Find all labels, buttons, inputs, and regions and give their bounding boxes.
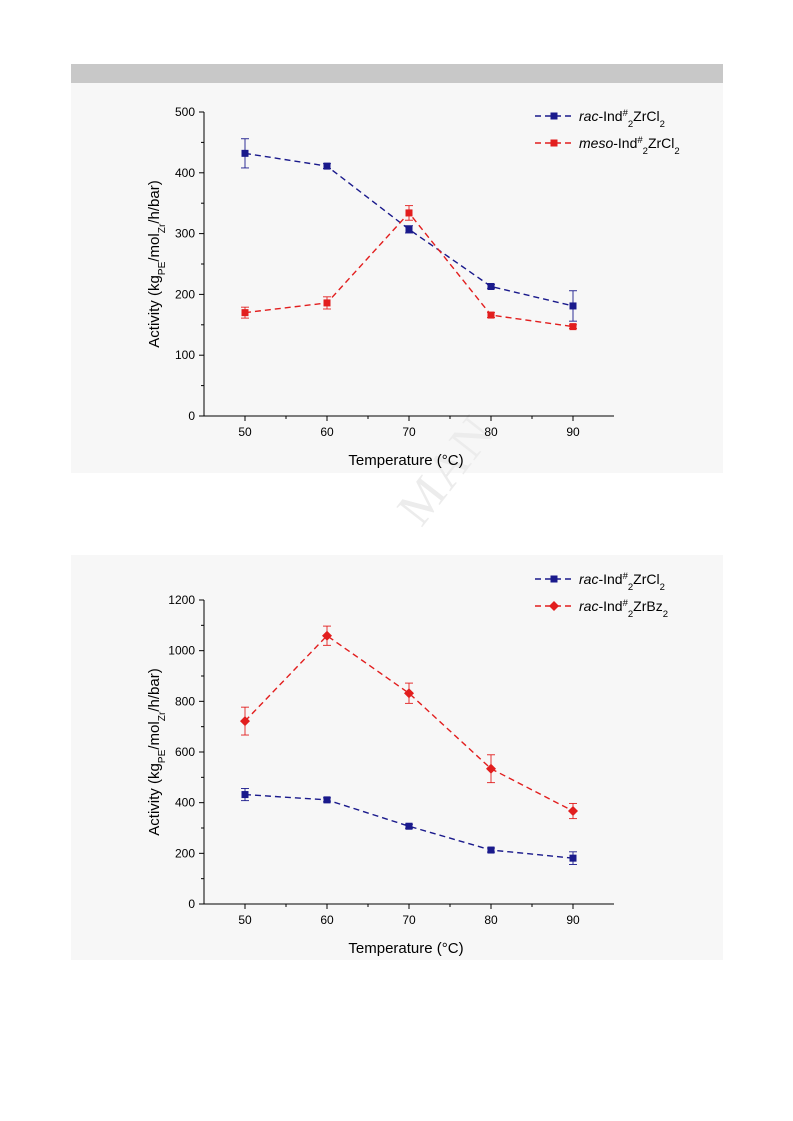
y-tick-label: 400: [175, 796, 195, 810]
y-tick-label: 1200: [168, 593, 195, 607]
legend-marker: [550, 139, 558, 147]
data-point: [487, 846, 495, 854]
data-point: [323, 796, 331, 804]
legend-entry-1: rac-Ind#2ZrCl2: [535, 571, 665, 593]
y-tick-label: 600: [175, 745, 195, 759]
data-point: [486, 763, 496, 774]
y-tick-label: 200: [175, 846, 195, 860]
x-tick-label: 70: [402, 425, 416, 439]
series-1: [241, 788, 577, 865]
x-tick-label: 80: [484, 425, 498, 439]
y-tick-label: 0: [188, 897, 195, 911]
data-point: [241, 149, 249, 157]
x-tick-label: 70: [402, 913, 416, 927]
x-tick-label: 90: [566, 425, 580, 439]
y-axis-title: Activity (kgPE/molZr/h/bar): [146, 668, 168, 835]
x-tick-label: 60: [320, 913, 334, 927]
y-tick-label: 0: [188, 409, 195, 423]
x-tick-label: 80: [484, 913, 498, 927]
legend-label: rac-Ind#2ZrBz2: [579, 598, 668, 620]
chart-panel-top: [71, 83, 723, 473]
legend-marker: [549, 601, 559, 611]
data-point: [241, 791, 249, 799]
data-point: [405, 225, 413, 233]
series-line: [244, 634, 574, 812]
data-point: [240, 716, 250, 727]
legend-label: rac-Ind#2ZrCl2: [579, 108, 665, 130]
legend-label: rac-Ind#2ZrCl2: [579, 571, 665, 593]
data-point: [404, 688, 414, 699]
data-point: [569, 302, 577, 310]
series-2: [240, 625, 578, 820]
data-point: [487, 282, 495, 290]
data-point: [323, 299, 331, 307]
legend-entry-1: rac-Ind#2ZrCl2: [535, 108, 665, 130]
y-tick-label: 200: [175, 287, 195, 301]
series-1: [241, 138, 577, 322]
x-tick-label: 50: [238, 425, 252, 439]
data-point: [241, 309, 249, 317]
data-point: [405, 209, 413, 217]
x-axis-title: Temperature (°C): [348, 452, 463, 469]
chart-panel-bottom: [71, 555, 723, 960]
legend-marker: [550, 112, 558, 120]
legend-label: meso-Ind#2ZrCl2: [579, 135, 680, 157]
y-tick-label: 1000: [168, 644, 195, 658]
data-point: [405, 822, 413, 830]
data-point: [568, 806, 578, 817]
data-point: [323, 162, 331, 170]
y-axis-title: Activity (kgPE/molZr/h/bar): [146, 180, 168, 347]
legend-marker: [550, 575, 558, 583]
x-tick-label: 60: [320, 425, 334, 439]
series-line: [244, 152, 574, 307]
page-header-bar: [71, 64, 723, 83]
series-2: [241, 205, 577, 331]
data-point: [487, 311, 495, 319]
data-point: [569, 854, 577, 862]
y-tick-label: 500: [175, 105, 195, 119]
data-point: [569, 323, 577, 331]
legend-entry-2: meso-Ind#2ZrCl2: [535, 135, 680, 157]
x-axis-title: Temperature (°C): [348, 940, 463, 957]
legend-entry-2: rac-Ind#2ZrBz2: [535, 598, 668, 620]
series-line: [244, 793, 574, 859]
data-point: [322, 630, 332, 641]
y-tick-label: 400: [175, 166, 195, 180]
y-tick-label: 300: [175, 227, 195, 241]
y-tick-label: 800: [175, 694, 195, 708]
x-tick-label: 90: [566, 913, 580, 927]
y-tick-label: 100: [175, 348, 195, 362]
x-tick-label: 50: [238, 913, 252, 927]
